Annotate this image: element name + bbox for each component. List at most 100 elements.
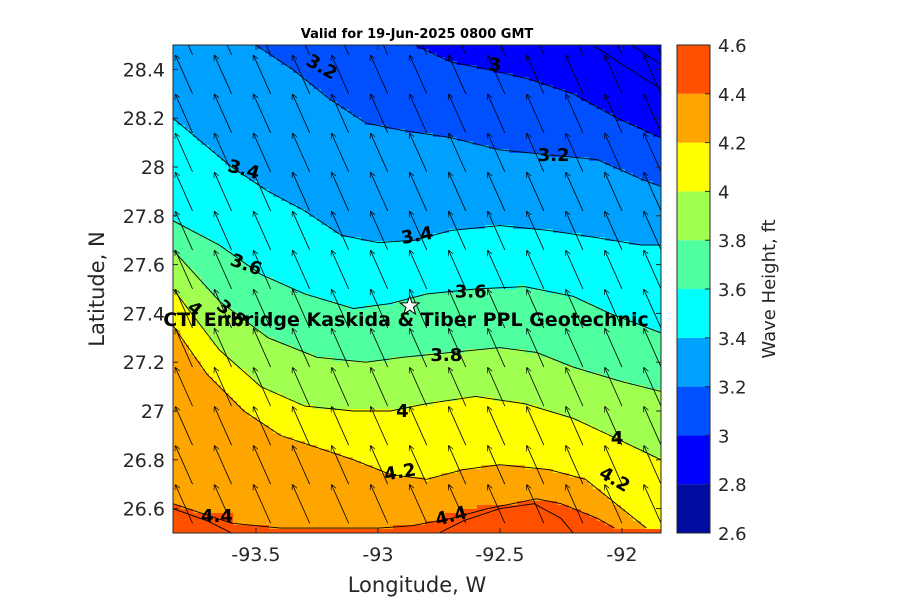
band-cell: [189, 221, 194, 226]
band-cell: [257, 313, 262, 318]
band-cell: [221, 133, 226, 138]
band-cell: [201, 453, 206, 458]
band-cell: [233, 169, 238, 174]
band-cell: [329, 201, 334, 206]
band-cell: [213, 157, 218, 162]
band-cell: [221, 349, 226, 354]
band-cell: [177, 493, 182, 498]
band-cell: [177, 69, 182, 74]
band-cell: [277, 337, 282, 342]
band-cell: [209, 209, 214, 214]
band-cell: [269, 349, 274, 354]
band-cell: [245, 189, 250, 194]
band-cell: [197, 445, 202, 450]
band-cell: [301, 165, 306, 170]
band-cell: [225, 481, 230, 486]
band-cell: [325, 137, 330, 142]
band-cell: [305, 449, 310, 454]
band-cell: [285, 141, 290, 146]
band-cell: [265, 129, 270, 134]
band-cell: [293, 229, 298, 234]
band-cell: [205, 237, 210, 242]
band-cell: [237, 529, 242, 533]
band-cell: [281, 337, 286, 342]
band-cell: [249, 233, 254, 238]
band-cell: [205, 501, 210, 506]
band-cell: [221, 141, 226, 146]
band-cell: [301, 329, 306, 334]
band-cell: [285, 57, 290, 62]
band-cell: [205, 273, 210, 278]
band-cell: [309, 313, 314, 318]
band-cell: [213, 233, 218, 238]
band-cell: [309, 461, 314, 466]
band-cell: [189, 273, 194, 278]
band-cell: [197, 297, 202, 302]
band-cell: [181, 441, 186, 446]
band-cell: [309, 425, 314, 430]
band-cell: [293, 461, 298, 466]
band-cell: [245, 45, 250, 50]
band-cell: [245, 261, 250, 266]
band-cell: [233, 57, 238, 62]
band-cell: [189, 357, 194, 362]
band-cell: [245, 489, 250, 494]
band-cell: [217, 185, 222, 190]
band-cell: [209, 349, 214, 354]
band-cell: [181, 365, 186, 370]
band-cell: [173, 261, 178, 266]
band-cell: [329, 437, 334, 442]
band-cell: [285, 53, 290, 58]
band-cell: [289, 325, 294, 330]
band-cell: [205, 525, 210, 530]
band-cell: [281, 325, 286, 330]
band-cell: [245, 381, 250, 386]
band-cell: [313, 285, 318, 290]
band-cell: [241, 325, 246, 330]
band-cell: [301, 265, 306, 270]
band-cell: [285, 405, 290, 410]
band-cell: [185, 141, 190, 146]
band-cell: [321, 89, 326, 94]
band-cell: [241, 333, 246, 338]
band-cell: [225, 57, 230, 62]
band-cell: [181, 145, 186, 150]
band-cell: [293, 169, 298, 174]
band-cell: [217, 441, 222, 446]
band-cell: [205, 269, 210, 274]
band-cell: [285, 269, 290, 274]
band-cell: [173, 201, 178, 206]
band-cell: [261, 81, 266, 86]
band-cell: [225, 245, 230, 250]
band-cell: [321, 461, 326, 466]
band-cell: [185, 93, 190, 98]
band-cell: [325, 69, 330, 74]
band-cell: [313, 121, 318, 126]
band-cell: [173, 81, 178, 86]
band-cell: [325, 109, 330, 114]
band-cell: [173, 425, 178, 430]
band-cell: [285, 205, 290, 210]
band-cell: [189, 309, 194, 314]
band-cell: [313, 249, 318, 254]
band-cell: [281, 529, 286, 533]
band-cell: [201, 157, 206, 162]
band-cell: [249, 81, 254, 86]
band-cell: [241, 273, 246, 278]
band-cell: [213, 521, 218, 526]
band-cell: [249, 521, 254, 526]
band-cell: [265, 325, 270, 330]
band-cell: [321, 117, 326, 122]
band-cell: [193, 273, 198, 278]
band-cell: [285, 109, 290, 114]
band-cell: [241, 381, 246, 386]
band-cell: [313, 209, 318, 214]
band-cell: [249, 357, 254, 362]
band-cell: [205, 389, 210, 394]
band-cell: [333, 89, 338, 94]
band-cell: [189, 377, 194, 382]
band-cell: [329, 349, 334, 354]
band-cell: [209, 229, 214, 234]
band-cell: [281, 257, 286, 262]
band-cell: [193, 225, 198, 230]
